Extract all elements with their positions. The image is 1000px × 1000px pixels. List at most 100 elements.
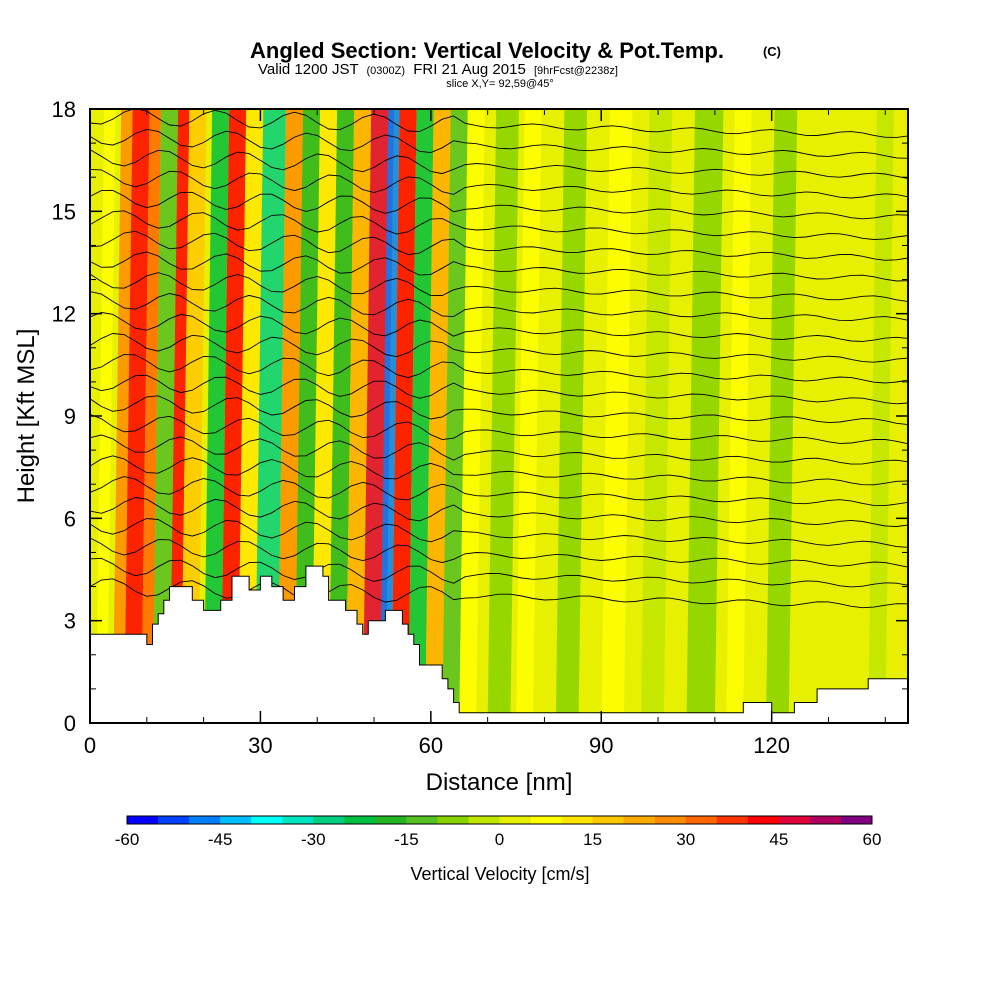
velocity-band bbox=[822, 109, 855, 723]
velocity-band bbox=[203, 109, 230, 723]
x-tick-label: 60 bbox=[419, 733, 443, 758]
isentrope-line bbox=[90, 189, 908, 220]
isentrope-line bbox=[90, 128, 908, 159]
isentrope-line bbox=[90, 230, 908, 261]
y-tick-label: 18 bbox=[52, 97, 76, 122]
y-tick-label: 15 bbox=[52, 199, 76, 224]
colorbar-tick-label: 30 bbox=[676, 830, 695, 849]
colorbar-swatch bbox=[220, 816, 252, 824]
isentrope-line bbox=[90, 413, 908, 445]
colorbar-swatch bbox=[313, 816, 345, 824]
isentrope-line bbox=[90, 333, 908, 363]
velocity-band bbox=[765, 109, 798, 723]
x-axis-ticks: 0 30 60 90 120 bbox=[84, 109, 886, 758]
velocity-band bbox=[726, 109, 752, 723]
colorbar: -60 -45 -30 -15 0 15 30 45 60 bbox=[115, 815, 882, 849]
colorbar-swatch bbox=[778, 816, 811, 824]
colorbar-frame bbox=[126, 815, 873, 825]
velocity-band bbox=[641, 109, 673, 723]
velocity-band bbox=[601, 109, 633, 723]
potential-temperature-contours bbox=[90, 109, 908, 609]
isentrope-line bbox=[90, 476, 908, 507]
valid-utc: (0300Z) bbox=[367, 65, 406, 77]
velocity-band bbox=[141, 109, 162, 723]
isentrope-line bbox=[90, 251, 908, 282]
velocity-band bbox=[254, 109, 286, 723]
isentrope-line bbox=[90, 578, 908, 609]
slice-info: slice X,Y= 92,59@45° bbox=[446, 78, 554, 90]
velocity-band bbox=[379, 109, 400, 723]
isentrope-line bbox=[90, 312, 908, 342]
colorbar-tick-label: 45 bbox=[769, 830, 788, 849]
y-tick-label: 12 bbox=[52, 302, 76, 327]
y-tick-label: 0 bbox=[64, 711, 76, 736]
valid-date: FRI 21 Aug 2015 bbox=[413, 61, 526, 78]
isentrope-line bbox=[90, 374, 908, 405]
terrain-mask bbox=[90, 565, 908, 723]
colorbar-swatch bbox=[282, 816, 314, 824]
velocity-band bbox=[95, 109, 116, 723]
colorbar-swatch bbox=[499, 816, 532, 824]
colorbar-swatch bbox=[654, 816, 687, 824]
y-axis-label: Height [Kft MSL] bbox=[13, 329, 40, 504]
velocity-band bbox=[220, 109, 247, 723]
colorbar-tick-label: -45 bbox=[208, 830, 233, 849]
isentrope-line bbox=[90, 537, 908, 568]
vertical-velocity-field bbox=[95, 109, 894, 723]
velocity-band bbox=[425, 109, 451, 723]
colorbar-swatch bbox=[716, 816, 749, 824]
isentrope-line bbox=[90, 354, 908, 384]
x-tick-label: 30 bbox=[248, 733, 272, 758]
y-tick-label: 3 bbox=[64, 609, 76, 634]
colorbar-swatch bbox=[158, 816, 190, 824]
colorbar-tick-label: 60 bbox=[863, 830, 882, 849]
colorbar-swatch bbox=[685, 816, 718, 824]
isentrope-line bbox=[90, 109, 908, 138]
colorbar-tick-label: -15 bbox=[394, 830, 419, 849]
velocity-band bbox=[294, 109, 321, 723]
x-tick-label: 120 bbox=[753, 733, 790, 758]
colorbar-swatch bbox=[840, 816, 873, 824]
velocity-band bbox=[487, 109, 519, 723]
velocity-band bbox=[277, 109, 304, 723]
colorbar-swatch bbox=[437, 816, 469, 824]
isentrope-line bbox=[90, 497, 908, 527]
isentrope-line bbox=[90, 291, 908, 322]
colorbar-swatch bbox=[406, 816, 438, 824]
velocity-band bbox=[459, 109, 485, 723]
isentrope-line bbox=[90, 557, 908, 588]
colorbar-swatch bbox=[530, 816, 563, 824]
velocity-band bbox=[169, 109, 190, 723]
colorbar-swatch bbox=[809, 816, 842, 824]
velocity-band bbox=[152, 109, 179, 723]
velocity-band bbox=[442, 109, 468, 723]
forecast-info: [9hrFcst@2238z] bbox=[534, 65, 618, 77]
colorbar-swatch bbox=[189, 816, 221, 824]
colorbar-swatch bbox=[623, 816, 656, 824]
colorbar-swatch bbox=[251, 816, 283, 824]
y-axis-ticks: 0 3 6 9 12 15 18 bbox=[52, 97, 908, 736]
isentrope-line bbox=[90, 272, 908, 303]
velocity-band bbox=[686, 109, 724, 723]
valid-prefix: Valid 1200 JST bbox=[258, 61, 358, 78]
title-unit: (C) bbox=[763, 44, 781, 59]
colorbar-swatch bbox=[344, 816, 376, 824]
isentrope-line bbox=[90, 455, 908, 486]
valid-line: Valid 1200 JST (0300Z) FRI 21 Aug 2015 [… bbox=[258, 61, 618, 78]
velocity-band bbox=[516, 109, 542, 723]
x-tick-label: 90 bbox=[589, 733, 613, 758]
x-axis-label: Distance [nm] bbox=[426, 769, 573, 796]
velocity-band bbox=[124, 109, 150, 723]
velocity-band bbox=[112, 109, 133, 723]
colorbar-swatch bbox=[561, 816, 594, 824]
colorbar-swatch bbox=[375, 816, 407, 824]
velocity-band bbox=[868, 109, 894, 723]
isentrope-line bbox=[90, 395, 908, 426]
velocity-band bbox=[328, 109, 355, 723]
velocity-band bbox=[555, 109, 588, 723]
velocity-band bbox=[180, 109, 207, 723]
colorbar-tick-label: -60 bbox=[115, 830, 140, 849]
colorbar-tick-label: 15 bbox=[583, 830, 602, 849]
colorbar-swatch bbox=[468, 816, 500, 824]
y-tick-label: 6 bbox=[64, 506, 76, 531]
